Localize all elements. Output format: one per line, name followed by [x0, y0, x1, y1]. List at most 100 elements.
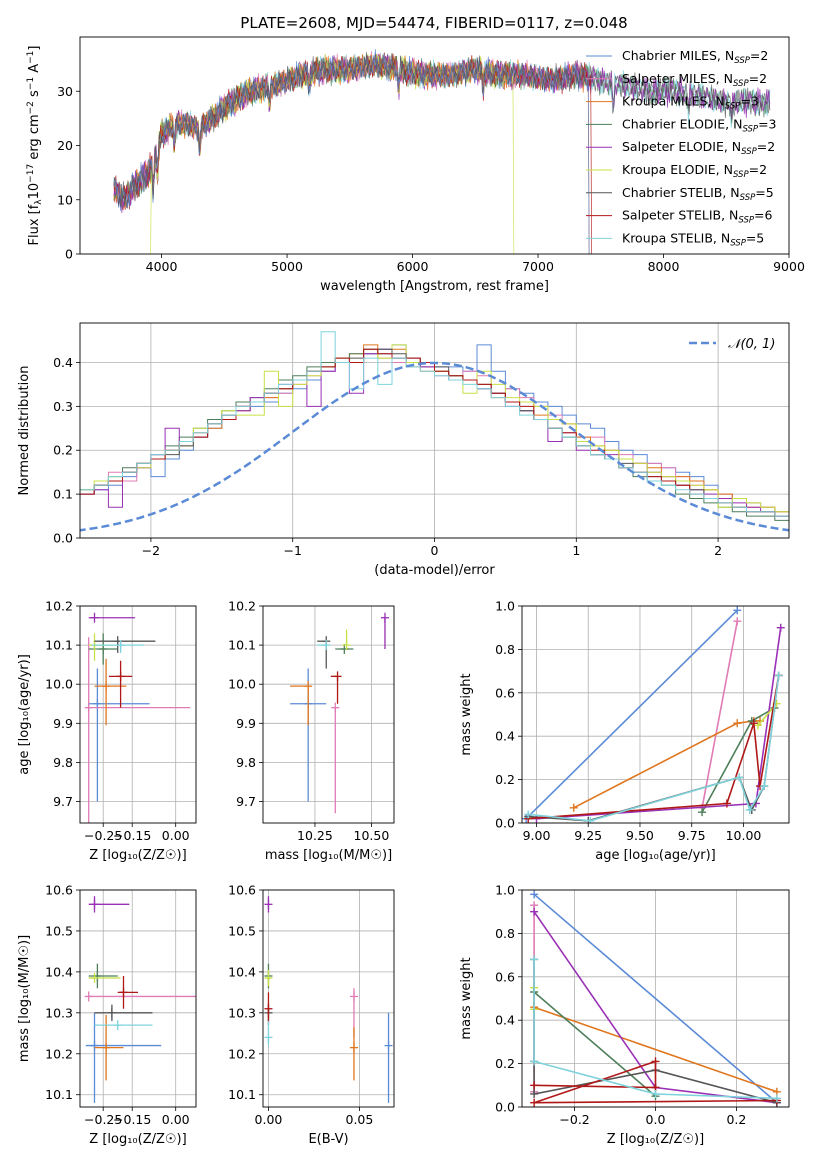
y-axis-label-part: −1	[26, 51, 36, 64]
errorbar-point	[264, 992, 273, 1026]
weight-point-marker	[530, 1081, 539, 1090]
y-axis-label: age [log₁₀(age/yr)]	[17, 654, 32, 775]
spectrum-panel: 4000 5000 6000 7000 8000 9000 0 10 20 30 wavelengt…	[26, 36, 805, 294]
x-tick-label: −0.25	[84, 1112, 122, 1127]
legend-label: 𝒩(0, 1)	[728, 337, 775, 352]
legend-label-sub: SSP	[730, 238, 746, 248]
y-tick-label: 0.2	[495, 772, 515, 787]
y-tick-label: 0.2	[495, 1056, 515, 1071]
errorbar-point	[342, 629, 351, 651]
histogram-series	[80, 331, 789, 521]
weight-point-marker	[733, 719, 742, 728]
mass-age-panel: 10.25 10.50 9.7 9.8 9.9 10.0 10.1 10.2 mass [log…	[228, 599, 395, 863]
y-axis-label: mass weight	[459, 957, 474, 1039]
x-tick-label: 0.00	[162, 1112, 190, 1127]
errorbar-point	[88, 612, 136, 623]
legend-label-base: Chabrier ELODIE, N	[622, 116, 742, 131]
x-axis-label: E(B-V)	[308, 1132, 348, 1147]
weight-point-marker	[749, 719, 758, 728]
x-axis-label: Z [log₁₀(Z/Z☉)]	[89, 848, 186, 863]
legend-label-tail: =3	[740, 94, 758, 109]
x-tick-label: 0	[431, 543, 439, 558]
weight-series-line	[528, 675, 780, 822]
x-tick-label: 9.75	[678, 828, 706, 843]
errorbar-point	[88, 896, 130, 913]
legend-label-sub: SSP	[734, 56, 750, 66]
x-axis-label: wavelength [Angstrom, rest frame]	[320, 279, 549, 294]
legend-label-tail: =5	[755, 185, 773, 200]
y-tick-label: 9.9	[236, 716, 256, 731]
x-tick-label: −0.15	[113, 828, 151, 843]
legend-label: Kroupa ELODIE, NSSP=2	[622, 162, 767, 180]
legend-label-sub: SSP	[738, 216, 754, 226]
errorbar-point	[91, 640, 144, 653]
y-tick-label: 30	[57, 84, 73, 99]
errorbar-point	[94, 658, 127, 726]
spectrum-line	[113, 52, 592, 254]
y-tick-label: 0.4	[53, 355, 73, 370]
plot-frame	[521, 605, 790, 824]
errorbar-point	[330, 671, 342, 704]
legend-label-sub: SSP	[733, 170, 749, 180]
legend-label: Salpeter ELODIE, NSSP=2	[622, 139, 775, 157]
weight-point-marker	[651, 1089, 660, 1098]
y-tick-label: 10.0	[45, 677, 73, 692]
age-weight-panel: 9.00 9.25 9.50 9.75 10.00 0.0 0.2 0.4 0.6 0.8 1.0 a…	[459, 599, 790, 863]
weight-series-line	[525, 609, 738, 820]
x-tick-label: 2	[714, 543, 722, 558]
y-axis-label-part: erg cm	[27, 114, 42, 163]
errorbar-point	[85, 1012, 162, 1103]
z-age-panel: −0.25−0.15 0.00 9.7 9.8 9.9 10.0 10.1 10.2 Z [lo…	[17, 599, 197, 863]
x-tick-label: 9.25	[574, 828, 602, 843]
errorbar-point	[84, 991, 196, 1002]
y-tick-label: 10.3	[45, 1005, 73, 1020]
x-tick-label: 1	[572, 543, 580, 558]
x-tick-label: 0.0	[646, 1112, 666, 1127]
plot-frame	[262, 605, 395, 824]
errorbar-point	[94, 1020, 153, 1031]
y-axis-label-part: ]	[27, 46, 42, 51]
y-tick-label: 0.3	[53, 399, 73, 414]
x-axis-label: age [log₁₀(age/yr)]	[595, 848, 716, 863]
legend-label-sub: SSP	[733, 79, 749, 89]
legend-label: Kroupa MILES, NSSP=3	[622, 94, 759, 112]
plot-frame	[79, 36, 790, 255]
weight-point-marker	[530, 890, 539, 899]
weight-point-marker	[569, 803, 578, 812]
weight-point-marker	[530, 955, 539, 964]
y-tick-label: 0.0	[495, 1100, 515, 1115]
x-tick-label: 10.25	[297, 828, 333, 843]
y-tick-label: 0.4	[495, 729, 515, 744]
y-tick-label: 0	[65, 247, 73, 262]
weight-series-line	[533, 959, 777, 1100]
legend-label: Chabrier STELIB, NSSP=5	[622, 185, 774, 203]
y-tick-label: 0.6	[495, 685, 515, 700]
y-tick-label: 10.1	[228, 1087, 256, 1102]
legend-label: Chabrier ELODIE, NSSP=3	[622, 116, 777, 134]
weight-point-marker	[753, 721, 762, 730]
weight-series-line	[528, 675, 780, 822]
errorbar-point	[317, 640, 331, 651]
y-tick-label: 10.4	[228, 964, 256, 979]
plot-frame	[79, 605, 197, 824]
errorbar-point	[88, 668, 150, 802]
y-tick-label: 10.5	[228, 923, 256, 938]
legend-label-tail: =2	[750, 48, 768, 63]
weight-point-marker	[733, 606, 742, 615]
x-tick-label: −0.25	[84, 828, 122, 843]
errorbar-point	[384, 1012, 393, 1103]
errorbar-point	[264, 969, 273, 987]
y-tick-label: 9.8	[53, 755, 73, 770]
y-tick-label: 10	[57, 192, 73, 207]
legend-label-base: Kroupa ELODIE, N	[622, 162, 733, 177]
weight-point-marker	[772, 1094, 781, 1103]
plot-frame	[262, 889, 395, 1108]
gaussian-curve	[80, 361, 789, 532]
y-axis-label: Normed distribution	[17, 366, 32, 496]
y-axis-label: mass [log₁₀(M/M☉)]	[17, 935, 32, 1062]
y-tick-label: 10.6	[228, 883, 256, 898]
x-tick-label: 0.2	[726, 1112, 746, 1127]
x-axis-label: mass [log₁₀(M/M☉)]	[265, 848, 392, 863]
errorbar-point	[117, 975, 138, 1009]
